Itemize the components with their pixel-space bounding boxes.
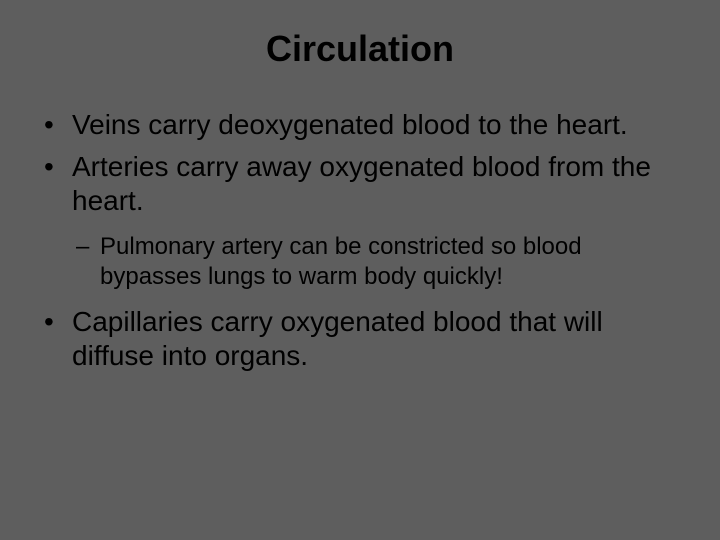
sub-bullet-list: Pulmonary artery can be constricted so b… (72, 232, 684, 291)
slide-title: Circulation (36, 28, 684, 70)
sub-list-item-text: Pulmonary artery can be constricted so b… (100, 233, 582, 289)
list-item: Veins carry deoxygenated blood to the he… (36, 108, 684, 142)
bullet-list: Veins carry deoxygenated blood to the he… (36, 108, 684, 373)
list-item-text: Veins carry deoxygenated blood to the he… (72, 109, 628, 140)
list-item: Arteries carry away oxygenated blood fro… (36, 150, 684, 291)
sub-list-item: Pulmonary artery can be constricted so b… (72, 232, 684, 291)
list-item-text: Capillaries carry oxygenated blood that … (72, 306, 603, 371)
list-item-text: Arteries carry away oxygenated blood fro… (72, 151, 651, 216)
list-item: Capillaries carry oxygenated blood that … (36, 305, 684, 373)
